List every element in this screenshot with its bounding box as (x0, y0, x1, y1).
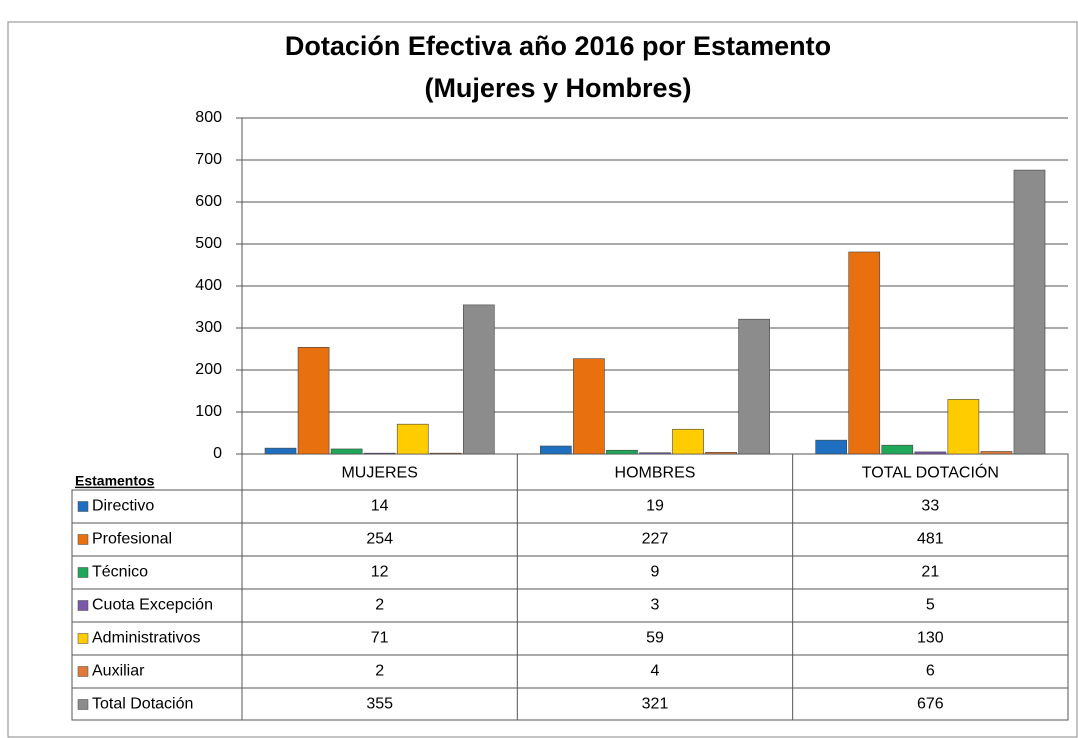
table-cell: 676 (917, 696, 944, 713)
y-tick-label: 800 (195, 109, 222, 126)
legend-label: Directivo (92, 498, 154, 515)
table-cell: 2 (375, 663, 384, 680)
legend-label: Cuota Excepción (92, 597, 213, 614)
chart-title: Dotación Efectiva año 2016 por Estamento (285, 31, 831, 61)
table-cell: 6 (926, 663, 935, 680)
legend-label: Técnico (92, 564, 148, 581)
legend-swatch (77, 633, 89, 644)
bar (672, 428, 704, 455)
table-cell: 130 (917, 630, 944, 647)
y-tick-label: 200 (195, 361, 222, 378)
bar (573, 358, 605, 455)
legend-label: Administrativos (92, 630, 200, 647)
bar (639, 452, 671, 455)
table-cell: 12 (371, 564, 389, 581)
table-cell: 321 (642, 696, 669, 713)
table-cell: 71 (371, 630, 389, 647)
y-tick-label: 500 (195, 235, 222, 252)
table-cell: 2 (375, 597, 384, 614)
bar (540, 445, 572, 455)
bar (606, 449, 638, 455)
legend-label: Profesional (92, 531, 172, 548)
bar (848, 251, 881, 455)
x-tick-label: MUJERES (341, 465, 417, 482)
bar (738, 318, 770, 455)
y-tick-label: 100 (195, 403, 222, 420)
table-cell: 355 (366, 696, 393, 713)
legend-swatch (77, 699, 89, 710)
bar (363, 452, 396, 455)
legend-label: Total Dotación (92, 696, 193, 713)
table-cell: 21 (921, 564, 939, 581)
bar (1013, 169, 1046, 455)
legend-swatch (77, 600, 89, 611)
legend-label: Auxiliar (92, 663, 145, 680)
legend-swatch (77, 567, 89, 578)
bar (330, 448, 363, 455)
table-cell: 227 (642, 531, 669, 548)
bar (297, 347, 330, 455)
chart-border (7, 21, 1078, 738)
bar (429, 452, 462, 455)
table-cell: 5 (926, 597, 935, 614)
table-cell: 3 (651, 597, 660, 614)
table-cell: 14 (371, 498, 389, 515)
legend-swatch (77, 534, 89, 545)
y-tick-label: 0 (213, 445, 222, 462)
table-cell: 9 (651, 564, 660, 581)
table-cell: 59 (646, 630, 664, 647)
table-header: Estamentos (75, 473, 155, 489)
y-tick-label: 400 (195, 277, 222, 294)
chart-title: (Mujeres y Hombres) (424, 73, 691, 103)
table-cell: 19 (646, 498, 664, 515)
bar (914, 451, 947, 455)
bar (815, 439, 848, 455)
legend-swatch (77, 501, 89, 512)
x-tick-label: TOTAL DOTACIÓN (862, 463, 999, 482)
bar (264, 447, 297, 455)
y-tick-label: 700 (195, 151, 222, 168)
bar (705, 452, 737, 455)
table-cell: 254 (366, 531, 393, 548)
table-cell: 33 (921, 498, 939, 515)
bar (947, 399, 980, 455)
table-cell: 4 (651, 663, 660, 680)
y-tick-label: 600 (195, 193, 222, 210)
legend-swatch (77, 666, 89, 677)
bar (980, 451, 1013, 455)
bar (396, 423, 429, 455)
bar (462, 304, 495, 455)
x-tick-label: HOMBRES (615, 465, 696, 482)
table-cell: 481 (917, 531, 944, 548)
y-tick-label: 300 (195, 319, 222, 336)
bar (881, 444, 914, 455)
